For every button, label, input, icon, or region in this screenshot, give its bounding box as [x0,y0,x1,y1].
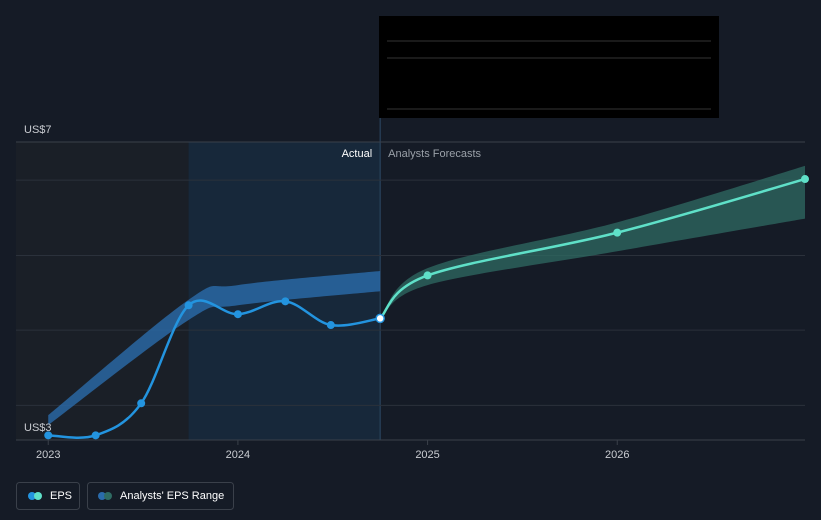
actual-label: Actual [342,148,373,160]
eps-point [613,228,622,237]
eps-point [801,175,809,184]
range-band [48,271,381,426]
legend-label: EPS [50,490,72,502]
legend-label: Analysts' EPS Range [120,490,224,502]
eps-line [379,177,806,320]
y-tick-label: US$7 [24,124,52,136]
tooltip [379,16,719,118]
x-tick-label: 2025 [415,449,439,461]
legend-button[interactable] [16,482,80,510]
x-tick-label: 2023 [36,449,60,461]
eps-point [281,297,290,306]
eps-point [44,431,53,440]
legend-eps[interactable]: EPS [16,482,80,510]
eps-point [184,301,193,310]
legend-range[interactable]: Analysts' EPS Range [87,482,234,510]
x-tick-label: 2024 [226,449,250,461]
past-region [16,142,189,440]
eps-point [91,431,100,440]
forecast-label: Analysts Forecasts [388,148,481,160]
eps-point [423,271,432,280]
eps-point [137,399,146,408]
legend-swatch [28,492,36,500]
legend-swatch [34,492,42,500]
tooltip-box [379,16,719,118]
legend-swatch [98,492,106,500]
x-tick-label: 2026 [605,449,629,461]
legend-swatch [104,492,112,500]
y-tick-label: US$3 [24,422,52,434]
eps-point [375,313,385,324]
range-band [380,165,805,319]
eps-line [48,299,381,439]
legend: EPS Analysts' EPS Range [16,482,234,510]
eps-point [326,321,335,330]
eps-point [233,310,242,319]
legend-button[interactable] [87,482,234,510]
